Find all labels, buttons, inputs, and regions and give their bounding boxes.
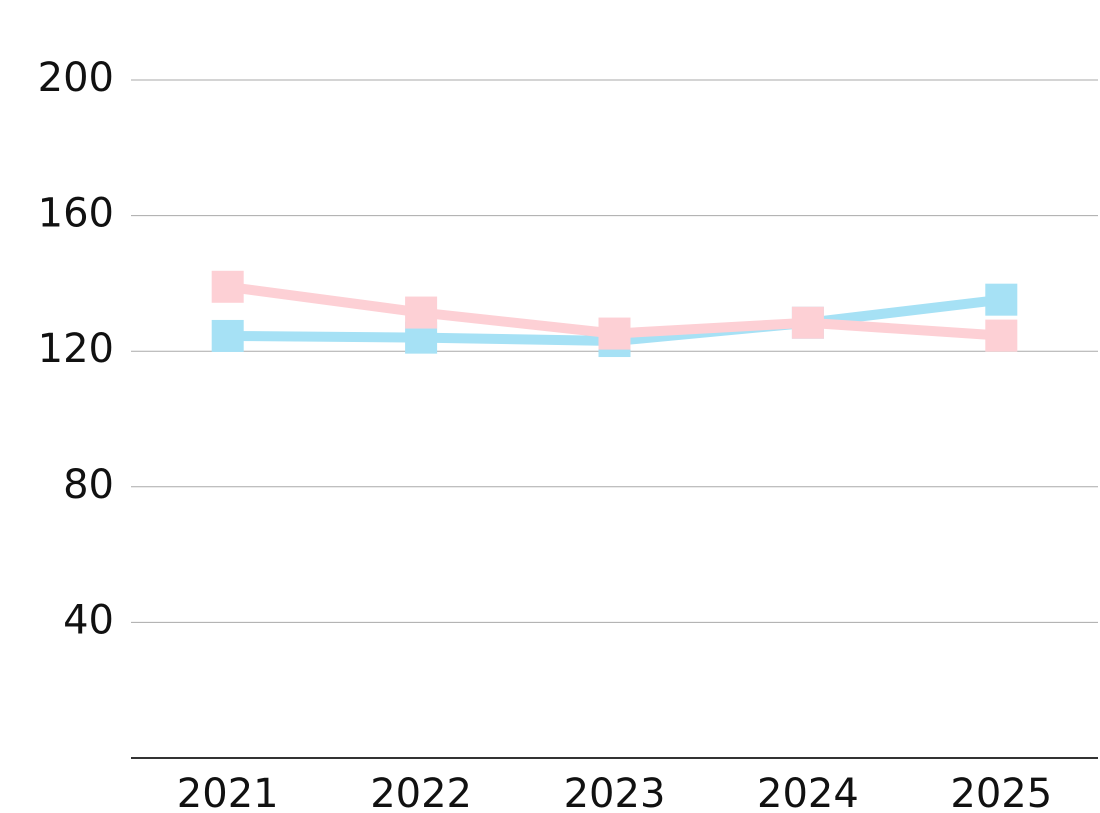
y-tick-label: 200 bbox=[38, 55, 114, 101]
y-tick-label: 160 bbox=[38, 191, 114, 237]
marker bbox=[985, 283, 1018, 316]
marker bbox=[598, 317, 631, 350]
marker bbox=[985, 319, 1018, 352]
marker bbox=[405, 296, 438, 329]
x-tick-label: 2022 bbox=[370, 771, 472, 813]
y-tick-label: 80 bbox=[63, 462, 114, 508]
marker bbox=[211, 319, 244, 352]
x-tick-label: 2023 bbox=[564, 771, 666, 813]
x-tick-label: 2024 bbox=[757, 771, 859, 813]
marker bbox=[791, 306, 824, 339]
y-tick-label: 40 bbox=[63, 597, 114, 643]
marker bbox=[211, 270, 244, 303]
x-tick-label: 2025 bbox=[950, 771, 1052, 813]
y-tick-label: 120 bbox=[38, 326, 114, 372]
x-tick-label: 2021 bbox=[177, 771, 279, 813]
